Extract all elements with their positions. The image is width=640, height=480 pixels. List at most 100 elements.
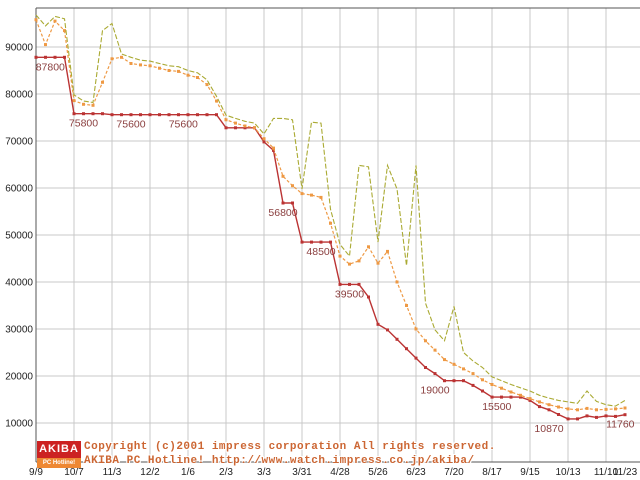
lowest-price-marker (433, 372, 437, 376)
average-price-marker (196, 76, 199, 79)
lowest-price-marker (585, 414, 589, 418)
average-price-marker (148, 64, 152, 68)
lowest-price-marker (576, 417, 579, 421)
lowest-price-marker (481, 389, 484, 393)
lowest-price-marker (272, 148, 275, 152)
lowest-price-marker (604, 414, 608, 418)
average-price-marker (395, 280, 399, 284)
series-lowest-price (34, 55, 627, 421)
x-tick-label: 11/3 (103, 467, 122, 478)
average-price-marker (414, 327, 418, 331)
lowest-price-marker (462, 379, 465, 383)
lowest-price-marker (281, 201, 285, 205)
lowest-price-marker (509, 395, 513, 399)
x-tick-label: 11/10 (594, 467, 619, 478)
lowest-price-marker (110, 113, 114, 117)
lowest-price-marker (623, 413, 627, 417)
average-price-marker (614, 407, 617, 411)
point-labels: 87800 75800 75600 75600 56800 48500 39500 19000… (36, 61, 635, 435)
average-price-marker (129, 62, 133, 65)
average-price-marker (481, 378, 484, 382)
akiba-logo: AKIBA PC Hotline! (37, 441, 81, 468)
lowest-price-marker (158, 113, 161, 117)
lowest-price-marker (120, 113, 123, 117)
x-tick-label: 3/31 (292, 467, 312, 478)
lowest-price-marker (234, 126, 237, 130)
x-tick-label-end: 11/23 (613, 467, 638, 478)
lowest-price-marker (376, 322, 380, 326)
point-label: 48500 (306, 246, 335, 258)
average-price-marker (44, 43, 47, 47)
copyright-line-1: Copyright (c)2001 impress corporation Al… (84, 441, 496, 453)
x-tick-label: 5/26 (368, 467, 388, 478)
average-price-marker (547, 403, 551, 407)
copyright-line-2: AKIBA PC Hotline! http://www.watch.impre… (84, 455, 475, 467)
average-price-marker (509, 390, 513, 394)
lowest-price-marker (148, 113, 152, 117)
y-tick-label: 70000 (5, 137, 33, 148)
y-tick-label: 80000 (5, 90, 33, 101)
average-price-marker (424, 339, 427, 343)
series-average-price (34, 18, 627, 412)
point-label: 87800 (36, 61, 65, 73)
lowest-price-marker (405, 347, 408, 351)
average-price-marker (376, 261, 380, 265)
average-price-marker (281, 174, 285, 178)
average-price-marker (519, 393, 522, 397)
lowest-price-marker (63, 55, 66, 59)
y-tick-label: 20000 (5, 372, 33, 383)
average-price-marker (215, 99, 218, 103)
average-price-line (35, 19, 626, 411)
x-tick-label: 8/17 (482, 467, 502, 478)
highest-price-line (35, 14, 626, 407)
average-price-marker (433, 348, 437, 352)
lowest-price-marker (547, 408, 551, 412)
lowest-price-marker (53, 55, 57, 59)
average-price-marker (405, 304, 408, 307)
y-tick-labels: 90000 80000 70000 60000 50000 40000 30000 20000… (5, 43, 33, 430)
average-price-marker (348, 262, 351, 266)
series-highest-price (35, 14, 626, 407)
y-tick-label: 10000 (5, 419, 33, 430)
point-label: 11760 (606, 419, 635, 431)
average-price-marker (338, 254, 342, 258)
y-tick-label: 30000 (5, 325, 33, 336)
average-price-marker (319, 195, 323, 199)
x-tick-label: 12/2 (140, 467, 160, 478)
lowest-price-marker (300, 240, 304, 244)
lowest-price-line (36, 56, 626, 420)
x-tick-label: 9/15 (520, 467, 540, 478)
point-label: 10870 (534, 423, 563, 435)
lowest-price-marker (34, 55, 38, 59)
y-tick-label: 40000 (5, 278, 33, 289)
lowest-price-marker (490, 395, 494, 399)
lowest-price-marker (338, 282, 342, 286)
lowest-price-marker (72, 112, 76, 116)
lowest-price-marker (224, 126, 228, 130)
average-price-marker (186, 73, 190, 77)
lowest-price-marker (614, 414, 617, 418)
average-price-marker (300, 192, 304, 196)
average-price-marker (557, 405, 560, 409)
gridlines (35, 8, 640, 462)
lowest-price-marker (177, 113, 180, 117)
average-price-marker (585, 406, 589, 410)
average-price-marker (110, 57, 114, 61)
lowest-price-marker (566, 417, 570, 421)
average-price-marker (158, 66, 161, 70)
y-tick-label: 60000 (5, 184, 33, 195)
average-price-marker (63, 29, 66, 33)
average-price-marker (310, 193, 313, 197)
point-label: 75800 (69, 118, 98, 130)
average-price-marker (604, 407, 608, 411)
lowest-price-marker (443, 379, 446, 383)
average-price-marker (243, 124, 247, 128)
average-price-marker (120, 55, 123, 59)
lowest-price-marker (471, 383, 475, 387)
lowest-price-marker (367, 295, 370, 299)
average-price-marker (291, 184, 294, 188)
average-price-marker (234, 121, 237, 125)
average-price-marker (566, 407, 570, 411)
average-price-marker (386, 249, 389, 253)
point-label: 39500 (335, 288, 364, 300)
